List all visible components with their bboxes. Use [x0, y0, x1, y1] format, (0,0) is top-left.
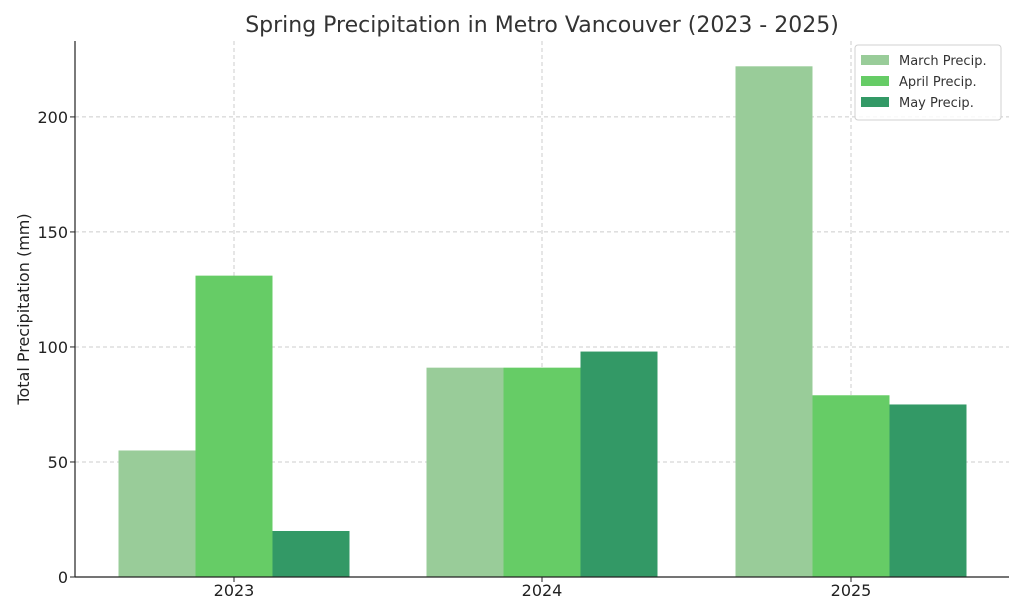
bar-2024-series-3	[580, 351, 658, 577]
legend-swatch-3	[861, 97, 889, 107]
x-tick-label-2024: 2024	[522, 581, 563, 600]
legend-label-2: April Precip.	[899, 75, 977, 90]
y-axis-label: Total Precipitation (mm)	[14, 213, 33, 405]
y-tick-label-150: 150	[37, 223, 68, 242]
legend: March Precip. April Precip. May Precip.	[854, 44, 1002, 121]
legend-label-3: May Precip.	[899, 96, 974, 111]
bar-2025-series-2	[812, 395, 890, 577]
bar-2023-series-3	[272, 530, 350, 577]
x-tick-label-2025: 2025	[831, 581, 872, 600]
y-tick-label-100: 100	[37, 338, 68, 357]
y-tick-label-0: 0	[58, 568, 68, 587]
y-tick-label-200: 200	[37, 108, 68, 127]
y-tick-label-50: 50	[48, 453, 68, 472]
x-tick-label-2023: 2023	[214, 581, 255, 600]
bar-2023-series-2	[195, 275, 273, 577]
bar-2025-series-3	[889, 404, 967, 577]
chart-title: Spring Precipitation in Metro Vancouver …	[245, 13, 839, 38]
bar-2024-series-2	[503, 367, 581, 577]
tick-labels: 0 50 100 150 200 2023 2024 2025	[37, 108, 871, 600]
legend-swatch-2	[861, 76, 889, 86]
bar-2024-series-1	[426, 367, 504, 577]
legend-swatch-1	[861, 55, 889, 65]
legend-box	[854, 44, 1002, 121]
bar-2023-series-1	[118, 450, 196, 577]
bar-2025-series-1	[735, 66, 813, 577]
legend-label-1: March Precip.	[899, 54, 987, 69]
bars	[118, 66, 967, 577]
